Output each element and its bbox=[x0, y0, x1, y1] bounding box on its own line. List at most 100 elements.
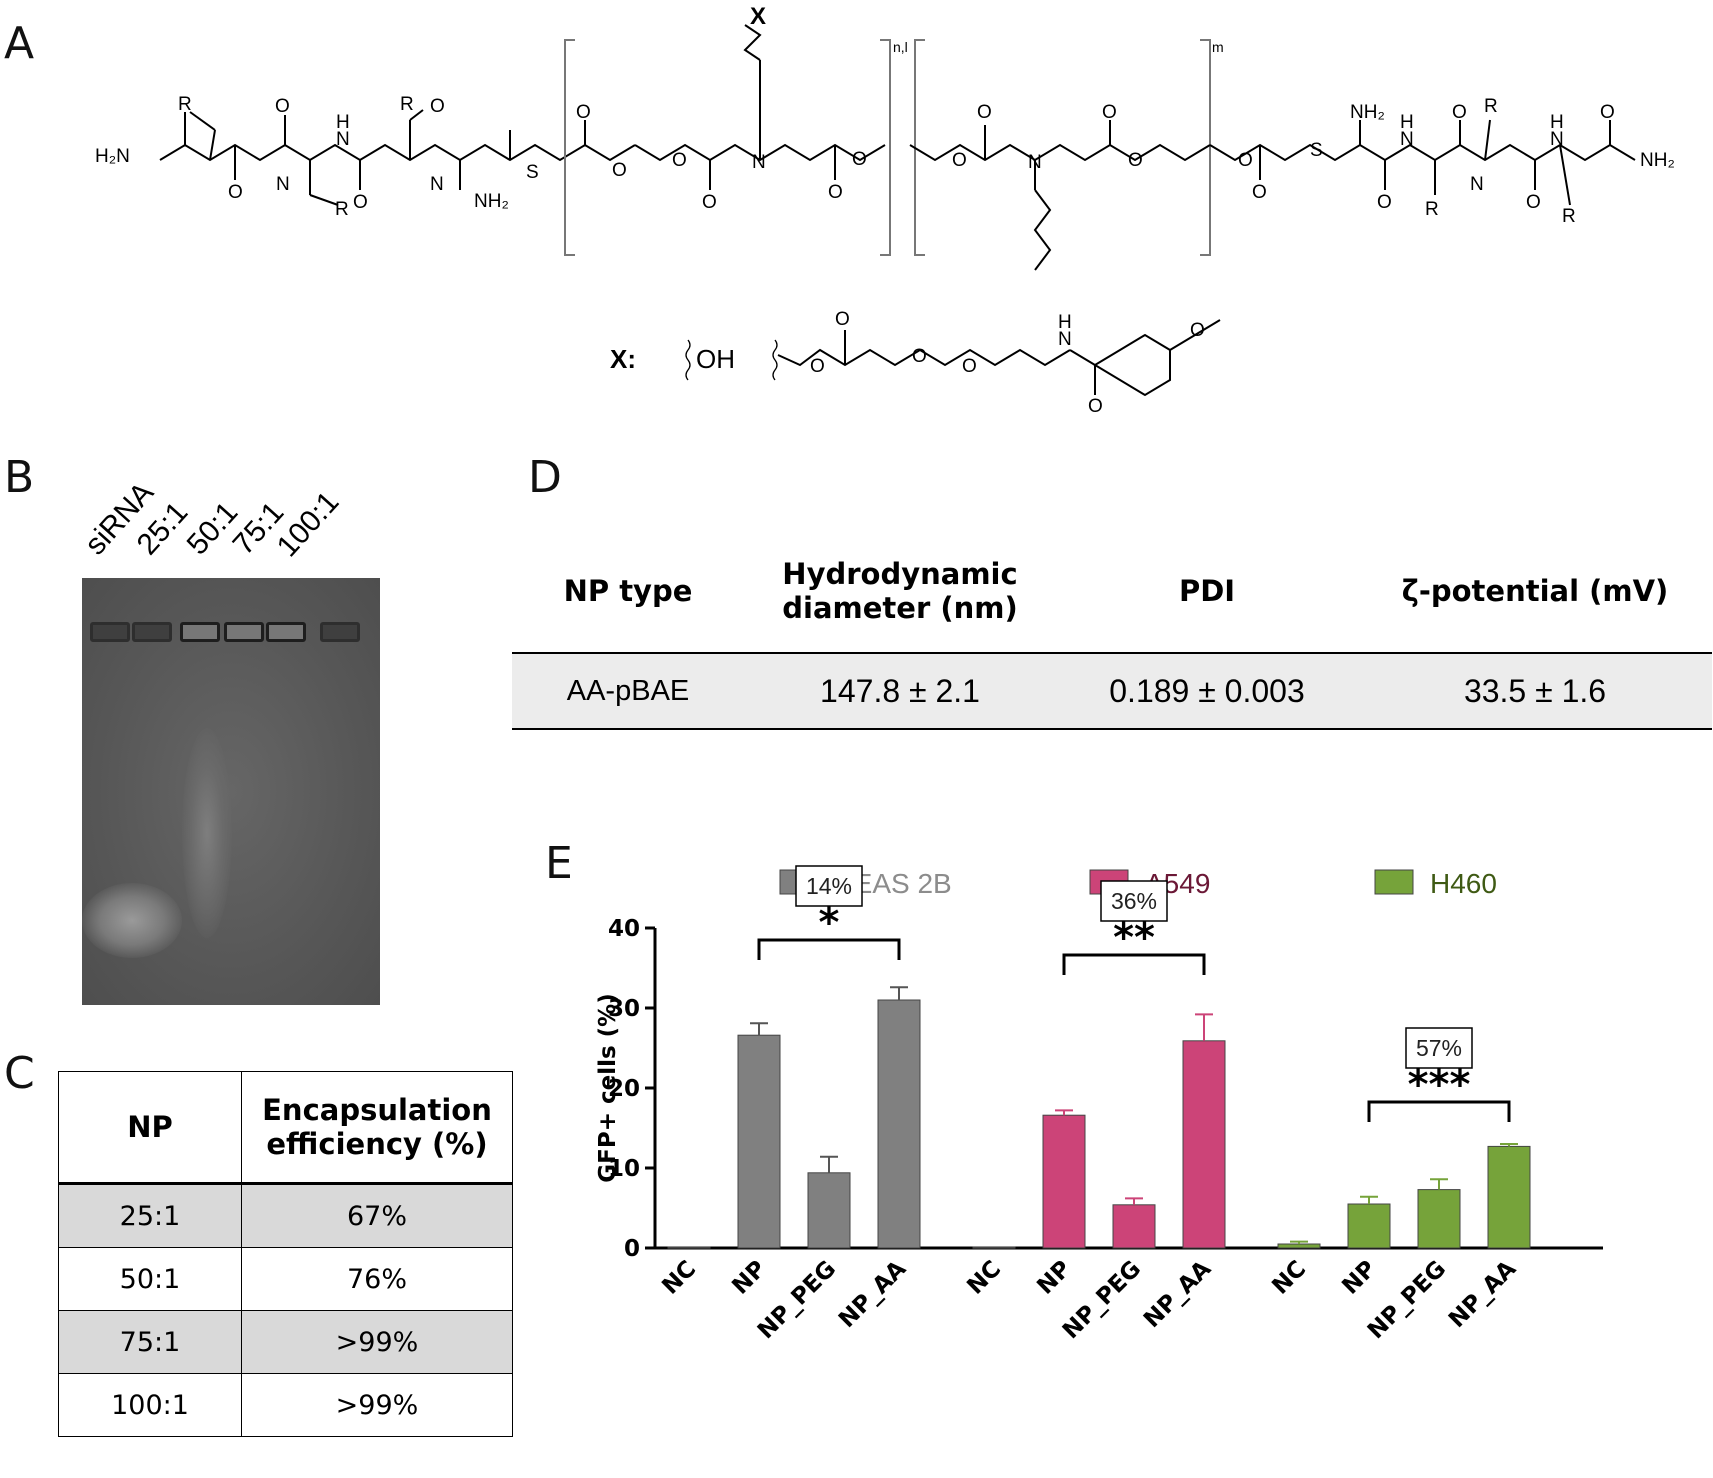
atom-h2n-left: H₂N bbox=[95, 146, 130, 167]
cell-zeta: 33.5 ± 1.6 bbox=[1358, 653, 1712, 729]
atom-o: O bbox=[228, 182, 243, 203]
cell-diameter: 147.8 ± 2.1 bbox=[744, 653, 1056, 729]
cell-np: 50:1 bbox=[58, 1247, 242, 1311]
panel-letter-a: A bbox=[4, 18, 35, 69]
atom-nh2: NH₂ bbox=[474, 191, 509, 212]
atom-h: H bbox=[1058, 312, 1072, 333]
chemical-structure: H₂N R O O N R O R N H O N NH₂ S O O n,l … bbox=[95, 3, 1675, 417]
wavy-bond-icon bbox=[772, 339, 778, 381]
atom-n: N bbox=[276, 174, 290, 195]
bar bbox=[1277, 1243, 1321, 1249]
atom-o: O bbox=[576, 102, 591, 123]
y-tick-label: 40 bbox=[608, 916, 640, 942]
x-legend-label: X: bbox=[610, 344, 636, 374]
x-tick-label: NP bbox=[1337, 1256, 1381, 1300]
y-tick-label: 20 bbox=[608, 1076, 640, 1102]
atom-o: O bbox=[612, 160, 627, 181]
atom-o: O bbox=[962, 356, 977, 377]
panel-letter-c: C bbox=[4, 1048, 35, 1099]
atom-o: O bbox=[1102, 102, 1117, 123]
gel-well bbox=[320, 622, 360, 642]
right-peptide-chain bbox=[1209, 119, 1636, 206]
header-pdi: PDI bbox=[1178, 574, 1236, 608]
agarose-gel-image bbox=[82, 578, 380, 1005]
table-row: 75:1 >99% bbox=[58, 1310, 513, 1374]
header-diameter-line1: Hydrodynamic bbox=[782, 557, 1018, 591]
atom-r: R bbox=[1425, 199, 1439, 220]
atom-o: O bbox=[353, 192, 368, 213]
table-header-row: NP Encapsulation efficiency (%) bbox=[58, 1071, 513, 1184]
significance-stars: ** bbox=[1113, 915, 1155, 961]
atom-r: R bbox=[178, 94, 192, 115]
atom-nh2: NH₂ bbox=[1350, 102, 1385, 123]
repeat-unit-1 bbox=[634, 24, 886, 190]
atom-o: O bbox=[672, 150, 687, 171]
bar bbox=[1487, 1145, 1531, 1249]
legend-label: H460 bbox=[1430, 868, 1497, 899]
bracket-left-2 bbox=[914, 39, 925, 256]
percent-box bbox=[1100, 880, 1168, 922]
atom-o: O bbox=[828, 182, 843, 203]
percent-box-label: 36% bbox=[1111, 888, 1157, 914]
header-np: NP bbox=[58, 1071, 242, 1184]
atom-r: R bbox=[400, 94, 414, 115]
table-row: 50:1 76% bbox=[58, 1247, 513, 1311]
atom-r: R bbox=[335, 199, 349, 220]
atom-o: O bbox=[977, 102, 992, 123]
bar bbox=[807, 1172, 851, 1249]
cell-ee: 76% bbox=[241, 1247, 513, 1311]
cell-ee: >99% bbox=[241, 1310, 513, 1374]
panel-letter-b: B bbox=[4, 452, 35, 503]
header-np-type: NP type bbox=[563, 574, 693, 608]
atom-h: H bbox=[1400, 112, 1414, 133]
atom-o: O bbox=[1252, 182, 1267, 203]
atom-o: O bbox=[1088, 396, 1103, 417]
y-tick-label: 10 bbox=[608, 1156, 640, 1182]
x-substituent-label: X bbox=[750, 3, 766, 30]
bar bbox=[1417, 1189, 1461, 1249]
cell-pdi: 0.189 ± 0.003 bbox=[1056, 653, 1358, 729]
y-axis-title: GFP+ cells (%) bbox=[595, 993, 621, 1183]
atom-n: N bbox=[1470, 174, 1484, 195]
panel-letter-d: D bbox=[528, 452, 562, 503]
x-tick-label: NC bbox=[657, 1256, 701, 1300]
x-tick-label: NC bbox=[1267, 1256, 1311, 1300]
percent-box bbox=[1405, 1027, 1473, 1069]
subscript-m: m bbox=[1212, 39, 1224, 55]
atom-n: N bbox=[1028, 152, 1042, 173]
cell-np: 75:1 bbox=[58, 1310, 242, 1374]
bar bbox=[1112, 1204, 1156, 1249]
bar bbox=[877, 999, 921, 1249]
x-tick-label: NP bbox=[1032, 1256, 1076, 1300]
atom-o: O bbox=[952, 150, 967, 171]
percent-box bbox=[795, 865, 863, 907]
x-tick-label: NP bbox=[727, 1256, 771, 1300]
x-tick-label: NC bbox=[962, 1256, 1006, 1300]
atom-o: O bbox=[702, 192, 717, 213]
gel-well bbox=[132, 622, 172, 642]
cell-np-type: AA-pBAE bbox=[512, 653, 744, 729]
gel-well bbox=[90, 622, 130, 642]
x-tick-label: NP_AA bbox=[1139, 1256, 1216, 1333]
atom-o: O bbox=[1190, 320, 1205, 341]
band-sirna bbox=[82, 883, 182, 958]
bracket-left-1 bbox=[564, 39, 575, 256]
np-characterization-table: NP type Hydrodynamic diameter (nm) PDI ζ-… bbox=[512, 530, 1712, 730]
atom-s: S bbox=[526, 162, 539, 183]
atom-o: O bbox=[1238, 150, 1253, 171]
atom-o: O bbox=[1600, 102, 1615, 123]
y-tick-label: 0 bbox=[624, 1236, 640, 1262]
bar bbox=[972, 1246, 1016, 1249]
atom-o: O bbox=[1128, 150, 1143, 171]
legend-swatch bbox=[1374, 869, 1414, 895]
atom-o: O bbox=[1452, 102, 1467, 123]
atom-o: O bbox=[810, 356, 825, 377]
percent-box-label: 14% bbox=[806, 873, 852, 899]
wavy-bond-icon bbox=[685, 339, 691, 381]
band-25-1-smear bbox=[182, 728, 232, 938]
atom-n: N bbox=[1058, 329, 1072, 350]
atom-n: N bbox=[430, 174, 444, 195]
atom-h: H bbox=[1550, 112, 1564, 133]
cell-np: 100:1 bbox=[58, 1373, 242, 1437]
